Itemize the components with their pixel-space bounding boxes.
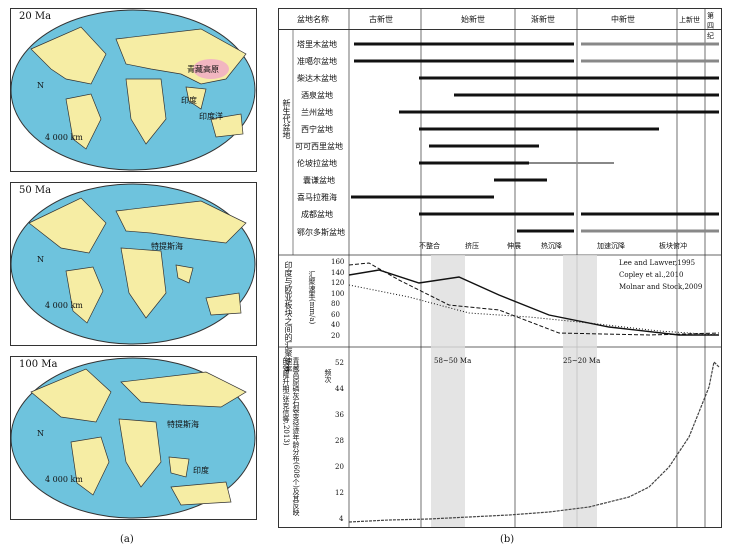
map-20ma: 20 Ma 青藏高原 印度 印度洋 N 4 000 km — [10, 8, 257, 172]
basin-hohxil: 可可西里盆地 — [295, 142, 343, 151]
india-label: 印度 — [193, 466, 209, 475]
basin-xining: 西宁盆地 — [301, 125, 333, 134]
band-label-58-50: 58~50 Ma — [434, 357, 472, 365]
basin-tarim: 塔里木盆地 — [297, 40, 337, 49]
scale-label: 4 000 km — [45, 475, 83, 484]
basin-lunpola: 伦坡拉盆地 — [297, 159, 337, 168]
plateau-label: 青藏高原 — [187, 65, 219, 74]
epoch-quaternary: 第四纪 — [707, 12, 714, 40]
basin-column-header: 盆地名称 — [297, 15, 329, 24]
basin-nangqian: 囊谦盆地 — [303, 176, 335, 185]
band-label-25-20: 25~20 Ma — [563, 357, 601, 365]
map-100ma: 100 Ma 特提斯海 印度 N 4 000 km — [10, 356, 257, 520]
epoch-eocene: 始新世 — [461, 15, 485, 24]
basin-himalaya-sea: 喜马拉雅海 — [297, 193, 337, 202]
basin-lanzhou: 兰州盆地 — [301, 108, 333, 117]
rate-tick: 140 — [331, 268, 345, 277]
rate-tick: 60 — [331, 310, 340, 319]
world-map-20ma — [11, 9, 256, 171]
rate-axis-label: 印度与欧亚板块之间的汇聚速率 — [284, 261, 293, 373]
india-label: 印度 — [181, 96, 197, 105]
hist-tick: 20 — [335, 463, 344, 471]
convergence-rate-lines — [349, 262, 720, 336]
legend-molnar-stock: Molnar and Stock,2009 — [619, 283, 703, 291]
rate-tick: 100 — [331, 289, 345, 298]
hist-tick: 36 — [335, 411, 344, 419]
basin-ordos: 鄂尔多斯盆地 — [297, 228, 345, 237]
map-age-label: 50 Ma — [19, 185, 52, 196]
rate-tick: 160 — [331, 258, 345, 266]
hist-tick: 12 — [335, 489, 344, 497]
scale-label: 4 000 km — [45, 301, 83, 310]
caption-a: (a) — [120, 534, 134, 545]
panel-b-frame: 盆地名称 古新世 始新世 渐新世 中新世 上新世 第四纪 新生代盆地 塔里木盆地… — [278, 8, 722, 528]
band-58-50 — [431, 255, 465, 527]
north-arrow-icon: N — [37, 429, 44, 438]
basin-qaidam: 柴达木盆地 — [297, 74, 337, 83]
legend-extension: 伸展 — [507, 242, 521, 250]
epoch-paleocene: 古新世 — [369, 15, 393, 24]
map-50ma: 50 Ma 特提斯海 N 4 000 km — [10, 182, 257, 346]
basin-jiuquan: 酒泉盆地 — [301, 91, 333, 100]
basin-junggar: 准噶尔盆地 — [297, 57, 337, 66]
world-map-50ma — [11, 183, 256, 345]
rate-ticks: 160 140 120 100 80 60 40 20 — [331, 257, 344, 341]
band-25-20 — [563, 255, 597, 527]
epoch-pliocene: 上新世 — [679, 16, 700, 24]
map-age-label: 20 Ma — [19, 11, 52, 22]
legend-accelerated-subsidence: 加速沉降 — [597, 242, 625, 250]
rate-unit-label: 汇聚速率(mm/a) — [308, 271, 316, 325]
north-arrow-icon: N — [37, 255, 44, 264]
hist-tick: 4 — [339, 515, 344, 523]
ocean-label: 印度洋 — [199, 112, 223, 121]
hist-tick: 44 — [335, 385, 344, 393]
caption-b: (b) — [500, 534, 515, 545]
tethys-label: 特提斯海 — [167, 420, 199, 429]
map-age-label: 100 Ma — [19, 359, 58, 370]
apatite-age-histogram — [349, 360, 720, 523]
epoch-miocene: 中新世 — [611, 15, 635, 24]
hist-tick: 28 — [335, 437, 344, 445]
tethys-label: 特提斯海 — [151, 242, 183, 251]
legend-lee-lawver: Lee and Lawver,1995 — [619, 259, 696, 267]
rate-tick: 120 — [331, 279, 345, 287]
epoch-oligocene: 渐新世 — [531, 15, 555, 24]
epoch-header — [279, 9, 721, 30]
rate-tick: 40 — [331, 321, 340, 329]
scale-label: 4 000 km — [45, 133, 83, 142]
legend-thermal-subsidence: 热沉降 — [541, 242, 562, 250]
basin-chengdu: 成都盆地 — [301, 210, 333, 219]
north-arrow-icon: N — [37, 81, 44, 90]
basin-range-bars — [351, 42, 719, 233]
hist-tick: 52 — [335, 359, 344, 367]
legend-subduction: 板块俯冲 — [659, 242, 687, 250]
cenozoic-basin-label: 新生代盆地 — [282, 99, 291, 139]
legend-compression: 挤压 — [465, 242, 479, 250]
hist-axis-label: 青藏高原磷灰石裂变径迹年龄分布(608个)及其反映的强隆升期(张克信等,2013… — [282, 357, 300, 516]
legend-copley: Copley et al.,2010 — [619, 271, 684, 279]
hist-unit-label: 频次 — [324, 369, 332, 383]
rate-tick: 20 — [331, 331, 340, 340]
world-map-100ma — [11, 357, 256, 519]
legend-unconformity: 不整合 — [419, 242, 440, 250]
rate-tick: 80 — [331, 300, 340, 308]
